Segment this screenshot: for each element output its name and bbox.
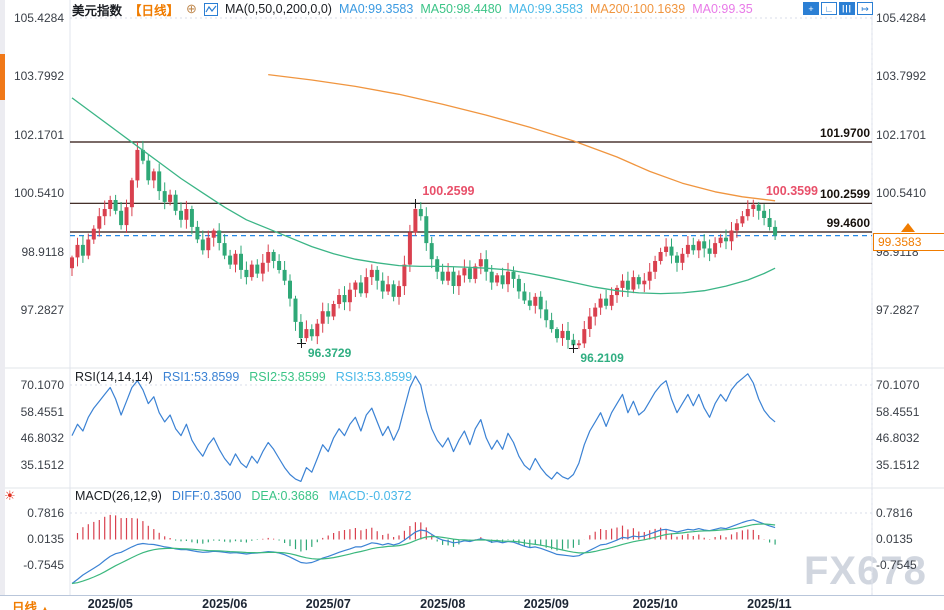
macd-tick-right: -0.7545 (876, 558, 917, 572)
main-header: 美元指数 【日线】 ⊕ MA(0,50,0,200,0,0) MA0:99.35… (72, 1, 753, 18)
add-indicator-icon[interactable]: ⊕ (186, 1, 197, 16)
current-price-badge: 99.3583 (873, 233, 944, 251)
rsi-tick-left: 35.1512 (20, 458, 64, 472)
level-price-label: 99.4600 (826, 215, 870, 230)
date-tick-label: 2025/06 (202, 597, 248, 610)
price-tick-left: 103.7992 (13, 69, 64, 84)
macd-header: MACD(26,12,9) DIFF:0.3500 DEA:0.3686 MAC… (75, 489, 411, 503)
extreme-cross-marker (569, 344, 579, 354)
macd-tick-left: 0.0135 (27, 532, 64, 546)
macd-tick-right: 0.7816 (876, 506, 913, 520)
date-tick-label: 2025/11 (747, 597, 792, 610)
date-tick-label: 2025/08 (420, 597, 466, 610)
axis-scale-icon[interactable]: ∟ (821, 2, 837, 15)
period-selector[interactable]: 日线 ▲ (12, 597, 49, 610)
chart-style-icon[interactable]: ||| (839, 2, 855, 15)
rsi-tick-right: 35.1512 (876, 458, 920, 472)
rsi-tick-left: 58.4551 (20, 404, 64, 419)
rsi2-value: RSI2:53.8599 (249, 370, 326, 384)
macd-tick-left: -0.7545 (23, 558, 64, 572)
macd-hist-value: MACD:-0.0372 (328, 489, 412, 503)
watermark: FX678 (804, 549, 927, 593)
price-tick-left: 100.5410 (13, 186, 64, 201)
rsi-tick-left: 70.1070 (20, 378, 64, 392)
ma50-value: MA50:98.4480 (420, 2, 502, 16)
ma-indicator-icon[interactable] (203, 2, 218, 16)
price-tick-left: 97.2827 (20, 303, 64, 317)
macd-dea-value: DEA:0.3686 (251, 489, 319, 503)
interval-label: 【日线】 (129, 3, 180, 18)
ma0-value: MA0:99.3583 (338, 2, 414, 16)
ma0b-value: MA0:99.3583 (508, 2, 583, 16)
macd-tick-left: 0.7816 (27, 506, 64, 520)
price-tick-left: 102.1701 (13, 127, 64, 142)
price-tick-right: 97.2827 (876, 303, 920, 317)
chart-toolbar: + ∟ ||| ↦ (803, 2, 873, 15)
rsi1-value: RSI1:53.8599 (162, 370, 240, 384)
date-tick-label: 2025/10 (632, 597, 678, 610)
date-tick-label: 2025/09 (523, 597, 569, 610)
rsi-tick-right: 58.4551 (876, 404, 920, 419)
price-tick-right: 105.4284 (876, 11, 927, 25)
left-scrollbar-thumb[interactable] (0, 54, 5, 100)
period-label: 日线 (12, 601, 38, 610)
rsi-tick-right: 46.8032 (876, 431, 920, 446)
low-price-annotation: 96.2109 (580, 351, 624, 366)
macd-tick-right: 0.0135 (876, 532, 913, 546)
caret-up-icon: ▲ (40, 604, 50, 610)
left-scrollbar[interactable] (0, 0, 5, 610)
price-tick-left: 98.9118 (21, 244, 65, 259)
rsi-tick-right: 70.1070 (876, 378, 920, 392)
rsi-header: RSI(14,14,14) RSI1:53.8599 RSI2:53.8599 … (75, 370, 412, 384)
ma200-value: MA200:100.1639 (589, 2, 686, 16)
date-tick-label: 2025/05 (87, 597, 133, 610)
indicator-settings-icon[interactable]: ☀ (4, 488, 16, 503)
rsi-title: RSI(14,14,14) (75, 370, 153, 384)
macd-diff-value: DIFF:0.3500 (171, 489, 242, 503)
ma-settings-label: MA(0,50,0,200,0,0) (224, 2, 332, 16)
price-tick-left: 105.4284 (13, 11, 64, 25)
pan-tool-icon[interactable]: + (803, 2, 819, 15)
extreme-cross-marker (296, 338, 306, 348)
price-tick-right: 103.7992 (876, 69, 927, 84)
extreme-cross-marker (411, 199, 421, 209)
date-tick-label: 2025/07 (305, 597, 351, 610)
rsi-tick-left: 46.8032 (20, 431, 64, 446)
price-tick-right: 100.5410 (876, 186, 927, 201)
low-price-annotation: 96.3729 (307, 345, 352, 360)
price-tick-right: 102.1701 (876, 127, 927, 142)
symbol-title: 美元指数 (72, 3, 123, 18)
recent-high-annotation: 100.3599 (765, 183, 818, 198)
macd-title: MACD(26,12,9) (75, 489, 162, 503)
high-price-annotation: 100.2599 (422, 184, 475, 199)
price-marker-arrow-icon (901, 223, 915, 232)
x-axis-bar: 日线 ▲ (0, 595, 944, 610)
rsi3-value: RSI3:53.8599 (335, 370, 413, 384)
level-price-label: 100.2599 (819, 187, 870, 202)
ma0c-value: MA0:99.35 (692, 2, 753, 16)
collapse-panel-icon[interactable]: ↦ (857, 2, 873, 15)
level-price-label: 101.9700 (819, 125, 870, 140)
